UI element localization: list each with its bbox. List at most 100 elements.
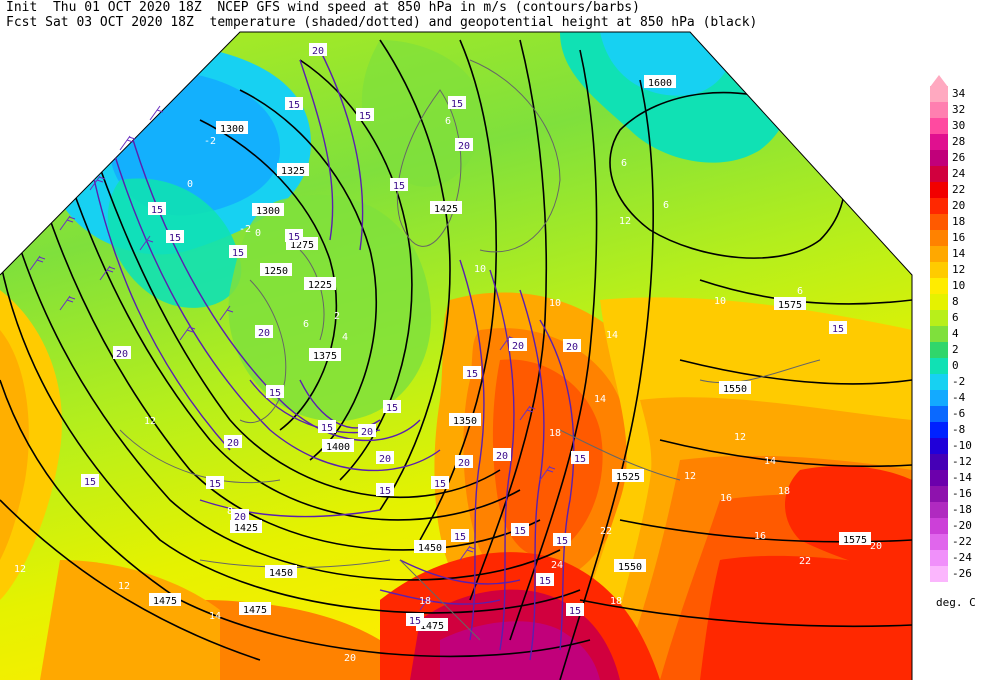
height-label-bg xyxy=(719,381,751,394)
height-label-bg xyxy=(309,348,341,361)
legend-swatch xyxy=(930,102,948,118)
legend-entry: 4 xyxy=(928,326,1000,342)
wind-label-bg xyxy=(563,339,581,352)
legend-swatch xyxy=(930,374,948,390)
wind-label-bg xyxy=(406,613,424,626)
legend-entry: -8 xyxy=(928,422,1000,438)
wind-label: 20 xyxy=(234,512,246,523)
height-label-bg xyxy=(414,540,446,553)
legend-label: -12 xyxy=(952,455,972,468)
wind-label-bg xyxy=(231,509,249,522)
legend-label: 8 xyxy=(952,295,959,308)
legend-entry: -4 xyxy=(928,390,1000,406)
legend-entry: 12 xyxy=(928,262,1000,278)
legend-label: 22 xyxy=(952,183,966,196)
header-init-line: Init Thu 01 OCT 2020 18Z NCEP GFS wind s… xyxy=(6,0,640,15)
temp-label: 16 xyxy=(720,493,732,504)
legend-entry: -18 xyxy=(928,502,1000,518)
legend-entry: 24 xyxy=(928,166,1000,182)
temp-label: 6 xyxy=(797,286,803,297)
height-label-bg xyxy=(449,413,481,426)
wind-label: 20 xyxy=(312,46,324,57)
wind-label-bg xyxy=(224,435,242,448)
wind-label: 15 xyxy=(393,181,405,192)
height-label: 1600 xyxy=(648,78,672,89)
height-label-bg xyxy=(149,593,181,606)
legend-entry: 16 xyxy=(928,230,1000,246)
height-label: 1250 xyxy=(264,266,288,277)
wind-label: 20 xyxy=(512,341,524,352)
wind-label-bg xyxy=(309,43,327,56)
height-label: 1550 xyxy=(618,562,642,573)
legend-label: -10 xyxy=(952,439,972,452)
domain-outline xyxy=(0,31,913,680)
legend-swatch xyxy=(930,294,948,310)
wind-label: 15 xyxy=(434,479,446,490)
height-label: 1550 xyxy=(723,384,747,395)
legend-label: -2 xyxy=(952,375,966,388)
wind-label-bg xyxy=(509,338,527,351)
height-label-bg xyxy=(304,277,336,290)
temp-label: 10 xyxy=(549,298,561,309)
legend-entry: 34 xyxy=(928,86,1000,102)
legend-swatch xyxy=(930,438,948,454)
height-label: 1575 xyxy=(843,535,867,546)
height-label-bg xyxy=(260,263,292,276)
legend-swatch xyxy=(930,262,948,278)
legend-swatch xyxy=(930,502,948,518)
legend-label: 32 xyxy=(952,103,966,116)
temp-label: 12 xyxy=(734,432,746,443)
temp-label: 18 xyxy=(610,596,622,607)
wind-label: 15 xyxy=(359,111,371,122)
height-label: 1375 xyxy=(313,351,337,362)
legend-entry: -10 xyxy=(928,438,1000,454)
height-label: 1350 xyxy=(453,416,477,427)
temp-label: 2 xyxy=(334,311,340,322)
legend-label: 20 xyxy=(952,199,966,212)
wind-label-bg xyxy=(455,455,473,468)
wind-label: 20 xyxy=(458,141,470,152)
height-label-bg xyxy=(230,520,262,533)
legend-entry: -24 xyxy=(928,550,1000,566)
legend-swatch xyxy=(930,342,948,358)
height-label: 1300 xyxy=(220,124,244,135)
wind-label: 15 xyxy=(539,576,551,587)
wind-label-bg xyxy=(285,97,303,110)
legend-entry: -14 xyxy=(928,470,1000,486)
wind-label-bg xyxy=(448,96,466,109)
wind-label-bg xyxy=(463,366,481,379)
wind-label: 20 xyxy=(116,349,128,360)
wind-label: 15 xyxy=(232,248,244,259)
temp-label: 22 xyxy=(799,556,811,567)
wind-label-bg xyxy=(206,476,224,489)
temp-label: 16 xyxy=(754,531,766,542)
wind-label-bg xyxy=(390,178,408,191)
legend-entry: -22 xyxy=(928,534,1000,550)
legend-swatch xyxy=(930,566,948,582)
wind-label: 15 xyxy=(409,616,421,627)
wind-label: 15 xyxy=(832,324,844,335)
height-label-bg xyxy=(430,201,462,214)
height-label-bg xyxy=(614,559,646,572)
height-label: 1225 xyxy=(308,280,332,291)
temp-label: -2 xyxy=(204,136,216,147)
height-label-bg xyxy=(265,565,297,578)
legend-entry: 14 xyxy=(928,246,1000,262)
legend-label: -14 xyxy=(952,471,972,484)
wind-label: 15 xyxy=(454,532,466,543)
temp-label: 18 xyxy=(549,428,561,439)
height-label-bg xyxy=(774,297,806,310)
legend-label: 24 xyxy=(952,167,966,180)
temp-label: 12 xyxy=(619,216,631,227)
legend-label: 6 xyxy=(952,311,959,324)
legend-swatch xyxy=(930,406,948,422)
wind-label: 15 xyxy=(169,233,181,244)
header-forecast-line: Fcst Sat 03 OCT 2020 18Z temperature (sh… xyxy=(6,15,758,30)
legend-entry: 22 xyxy=(928,182,1000,198)
legend-swatch xyxy=(930,390,948,406)
temp-label: 0 xyxy=(255,228,261,239)
temp-label: 12 xyxy=(144,416,156,427)
legend-label: -26 xyxy=(952,567,972,580)
legend-label: 34 xyxy=(952,87,966,100)
legend-label: -24 xyxy=(952,551,972,564)
